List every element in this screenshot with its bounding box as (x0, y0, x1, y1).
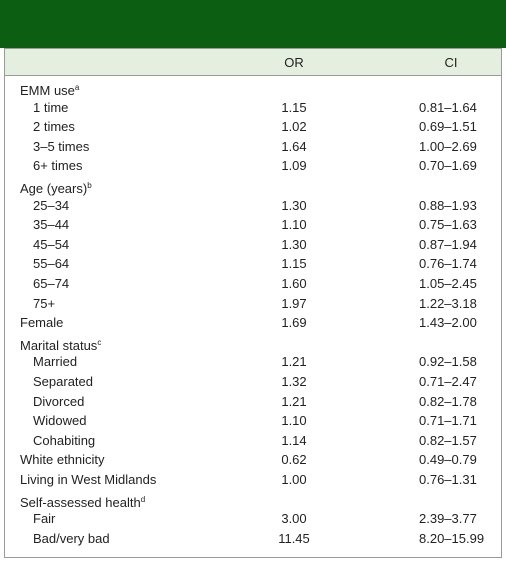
or-value: 1.15 (281, 99, 307, 115)
ci-value: 8.20–15.99 (419, 530, 485, 546)
ci-value: 1.00–2.69 (419, 138, 477, 154)
sub-row-label: Widowed (33, 413, 87, 429)
sub-row-label: 35–44 (33, 217, 70, 233)
sub-row-label: Separated (33, 374, 93, 389)
or-value: 1.30 (281, 197, 307, 213)
or-value: 1.00 (281, 472, 307, 487)
or-value: 1.21 (281, 393, 307, 409)
or-value: 1.10 (281, 413, 307, 429)
ci-value: 0.71–2.47 (419, 374, 477, 389)
or-value: 1.69 (281, 315, 307, 331)
ci-value: 0.75–1.63 (419, 217, 477, 233)
ci-value: 1.05–2.45 (419, 276, 477, 291)
ci-value: 0.82–1.57 (419, 432, 477, 448)
or-value: 1.14 (281, 432, 307, 448)
sub-row-label: 3–5 times (33, 138, 90, 154)
row-label: Living in West Midlands (20, 472, 157, 487)
or-value: 1.30 (281, 236, 307, 252)
sub-row-label: Bad/very bad (33, 530, 110, 546)
sub-row-label: 6+ times (33, 158, 83, 174)
or-value: 1.10 (281, 217, 307, 233)
table: OR CI EMM usea 1 time 1.15 0.81–1.64 2 times… (4, 48, 502, 558)
sub-row-label: Divorced (33, 393, 85, 409)
or-value: 11.45 (278, 530, 310, 546)
ci-value: 0.71–1.71 (419, 413, 477, 429)
ci-value: 0.76–1.31 (419, 472, 477, 487)
sub-row-label: 2 times (33, 119, 75, 135)
or-value: 1.32 (281, 374, 307, 389)
column-header: OR (284, 55, 304, 70)
row-label: Marital statusc (20, 337, 102, 353)
sub-row-label: Married (33, 354, 78, 370)
ci-value: 0.76–1.74 (419, 256, 477, 272)
footnote-mark: a (74, 83, 80, 92)
sub-row-label: 25–34 (33, 197, 70, 213)
or-value: 1.97 (281, 295, 307, 311)
ci-value: 0.69–1.51 (419, 119, 477, 135)
ci-value: 1.22–3.18 (419, 295, 477, 311)
header-bar (0, 0, 506, 48)
row-label: EMM usea (20, 83, 80, 98)
or-value: 1.60 (281, 276, 307, 291)
row-label: Self-assessed healthd (20, 494, 146, 510)
sub-row-label: 1 time (33, 99, 69, 115)
or-value: 1.09 (281, 158, 307, 174)
header-row: OR CI (5, 48, 501, 76)
sub-row-label: Cohabiting (33, 432, 96, 448)
ci-value: 0.70–1.69 (419, 158, 477, 174)
sub-row-label: 65–74 (33, 276, 70, 291)
or-value: 1.21 (281, 354, 307, 370)
ci-value: 1.43–2.00 (419, 315, 477, 331)
row-label: Female (20, 315, 64, 331)
ci-value: 0.92–1.58 (419, 354, 477, 370)
or-value: 1.15 (281, 256, 307, 272)
row-label: Age (years)b (20, 181, 92, 196)
sub-row-label: 75+ (33, 295, 56, 311)
footnote-mark: b (87, 181, 92, 190)
ci-value: 2.39–3.77 (419, 511, 477, 527)
row-label: White ethnicity (20, 452, 105, 468)
ci-value: 0.87–1.94 (419, 236, 477, 252)
ci-value: 0.88–1.93 (419, 197, 477, 213)
footnote-mark: d (140, 494, 146, 504)
ci-value: 0.82–1.78 (419, 393, 477, 409)
or-value: 3.00 (281, 511, 307, 527)
sub-row-label: 45–54 (33, 236, 70, 252)
or-value: 1.64 (281, 138, 307, 154)
ci-value: 0.81–1.64 (419, 99, 477, 115)
sub-row-label: Fair (33, 511, 56, 527)
ci-value: 0.49–0.79 (419, 452, 477, 468)
footnote-mark: c (97, 337, 102, 347)
sub-row-label: 55–64 (33, 256, 70, 272)
column-header: CI (444, 55, 458, 70)
or-value: 0.62 (281, 452, 307, 468)
or-value: 1.02 (281, 119, 307, 135)
